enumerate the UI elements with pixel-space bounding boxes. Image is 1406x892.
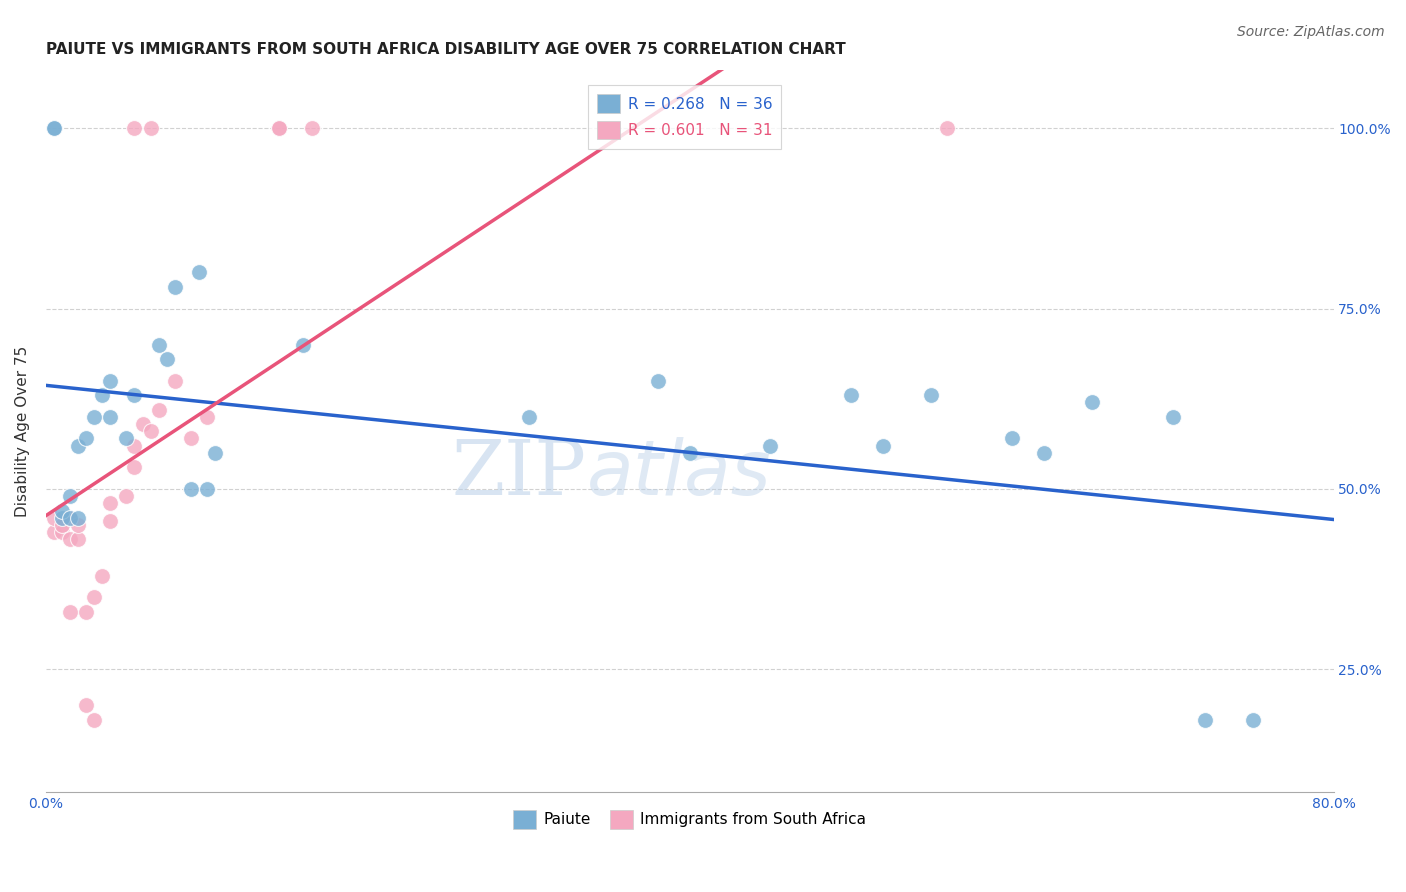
Y-axis label: Disability Age Over 75: Disability Age Over 75 xyxy=(15,345,30,516)
Legend: Paiute, Immigrants from South Africa: Paiute, Immigrants from South Africa xyxy=(508,804,872,835)
Point xyxy=(517,409,540,424)
Point xyxy=(872,439,894,453)
Point xyxy=(124,388,146,402)
Point xyxy=(59,605,82,619)
Text: atlas: atlas xyxy=(586,437,772,511)
Text: PAIUTE VS IMMIGRANTS FROM SOUTH AFRICA DISABILITY AGE OVER 75 CORRELATION CHART: PAIUTE VS IMMIGRANTS FROM SOUTH AFRICA D… xyxy=(46,42,846,57)
Point xyxy=(67,439,90,453)
Point xyxy=(156,352,179,367)
Point xyxy=(98,374,121,388)
Point xyxy=(759,439,782,453)
Point xyxy=(1161,409,1184,424)
Point xyxy=(936,121,959,136)
Point xyxy=(1194,713,1216,727)
Point xyxy=(269,121,291,136)
Point xyxy=(292,337,315,351)
Point xyxy=(51,510,73,524)
Point xyxy=(59,510,82,524)
Point xyxy=(124,460,146,475)
Point xyxy=(1001,431,1024,445)
Point xyxy=(679,446,702,460)
Point xyxy=(124,439,146,453)
Point xyxy=(163,280,186,294)
Point xyxy=(920,388,942,402)
Text: ZIP: ZIP xyxy=(451,437,586,511)
Point xyxy=(42,121,65,136)
Point xyxy=(51,518,73,533)
Point xyxy=(204,446,226,460)
Point xyxy=(67,518,90,533)
Point xyxy=(98,409,121,424)
Point xyxy=(139,424,162,438)
Point xyxy=(839,388,862,402)
Point xyxy=(59,533,82,547)
Point xyxy=(115,431,138,445)
Point xyxy=(1241,713,1264,727)
Point xyxy=(1081,395,1104,409)
Point xyxy=(91,388,114,402)
Point xyxy=(75,431,97,445)
Point xyxy=(148,402,170,417)
Point xyxy=(1032,446,1054,460)
Point xyxy=(180,431,202,445)
Point xyxy=(301,121,323,136)
Point xyxy=(51,525,73,540)
Point xyxy=(139,121,162,136)
Point xyxy=(647,374,669,388)
Point xyxy=(83,409,105,424)
Point xyxy=(131,417,153,431)
Point xyxy=(98,515,121,529)
Point xyxy=(59,510,82,524)
Point xyxy=(75,698,97,713)
Point xyxy=(42,525,65,540)
Point xyxy=(269,121,291,136)
Point xyxy=(115,489,138,503)
Point xyxy=(75,605,97,619)
Point xyxy=(67,533,90,547)
Point xyxy=(83,590,105,604)
Point xyxy=(124,121,146,136)
Text: Source: ZipAtlas.com: Source: ZipAtlas.com xyxy=(1237,25,1385,39)
Point xyxy=(91,568,114,582)
Point xyxy=(187,265,209,279)
Point xyxy=(195,409,218,424)
Point xyxy=(59,489,82,503)
Point xyxy=(83,713,105,727)
Point xyxy=(51,503,73,517)
Point xyxy=(42,510,65,524)
Point xyxy=(195,482,218,496)
Point xyxy=(42,121,65,136)
Point xyxy=(180,482,202,496)
Point xyxy=(98,496,121,510)
Point xyxy=(67,510,90,524)
Point xyxy=(163,374,186,388)
Point xyxy=(148,337,170,351)
